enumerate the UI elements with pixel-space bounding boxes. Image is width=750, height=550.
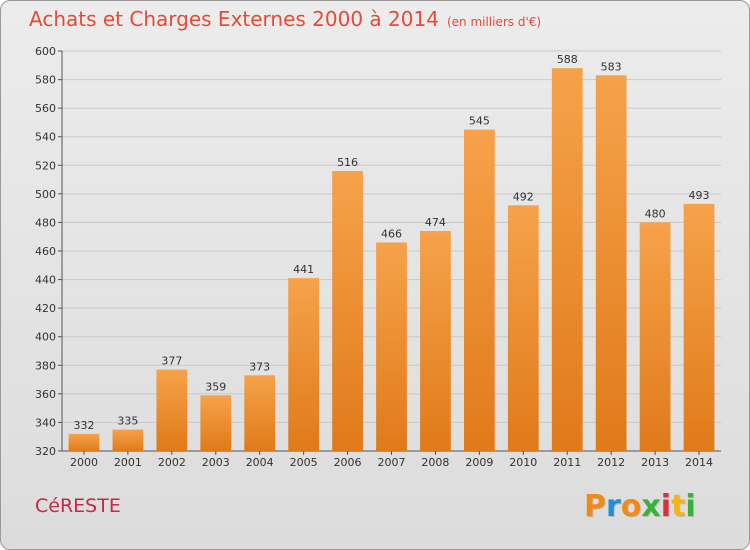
data-label: 332 (73, 419, 94, 432)
y-tick-label: 320 (35, 445, 56, 458)
data-labels: 332 335 377 359 373 441 516 466 474 545 492 588 583 4… (73, 53, 709, 432)
chart-title: Achats et Charges Externes 2000 à 2014 (e… (29, 7, 541, 31)
bar (244, 375, 276, 451)
data-label: 377 (161, 355, 182, 368)
data-label: 516 (337, 156, 358, 169)
city-name: CéRESTE (35, 495, 121, 517)
y-tick-label: 480 (35, 216, 56, 229)
y-tick-label: 440 (35, 274, 56, 287)
bar (156, 369, 188, 451)
data-label: 480 (645, 207, 666, 220)
x-tick-label: 2010 (509, 456, 537, 469)
data-label: 492 (513, 190, 534, 203)
data-label: 373 (249, 360, 270, 373)
x-tick-label: 2004 (246, 456, 274, 469)
bar (288, 278, 320, 451)
logo-letter: P (584, 489, 606, 524)
bar (420, 231, 451, 451)
data-label: 493 (689, 189, 710, 202)
bar (639, 222, 671, 451)
data-label: 588 (557, 53, 578, 66)
y-tick-label: 340 (35, 416, 56, 429)
data-label: 335 (117, 415, 138, 428)
logo-letter: o (620, 489, 642, 524)
bar (200, 395, 232, 451)
y-tick-label: 560 (35, 102, 56, 115)
data-label: 545 (469, 115, 490, 128)
data-label: 583 (601, 60, 622, 73)
bar (683, 203, 715, 451)
data-label: 466 (381, 227, 402, 240)
x-tick-label: 2005 (290, 456, 318, 469)
x-tick-label: 2007 (378, 456, 406, 469)
bar (507, 205, 539, 451)
x-tick-label: 2006 (334, 456, 362, 469)
proxiti-logo: Proxiti (584, 489, 696, 524)
bar (68, 433, 100, 451)
x-tick-labels: 2000 2001 2002 2003 2004 2005 2006 2007 2008 2009… (70, 456, 713, 469)
bar (376, 242, 407, 451)
logo-letter: i (685, 489, 696, 524)
x-tick-label: 2011 (553, 456, 581, 469)
y-tick-label: 600 (35, 45, 56, 58)
data-label: 359 (205, 380, 226, 393)
bar (463, 129, 495, 452)
bar (112, 429, 144, 451)
x-tick-label: 2009 (465, 456, 493, 469)
y-tick-label: 540 (35, 131, 56, 144)
y-tick-label: 420 (35, 302, 56, 315)
x-tick-label: 2014 (685, 456, 713, 469)
y-tick-labels: 320 340 360 380 400 420 440 460 480 500 520 540 560 5… (35, 45, 56, 458)
logo-letter: r (606, 489, 621, 524)
bar (332, 171, 363, 451)
x-tick-label: 2013 (641, 456, 669, 469)
bars (68, 68, 715, 452)
y-tick-label: 500 (35, 188, 56, 201)
logo-letter: x (641, 489, 661, 524)
y-tick-label: 520 (35, 159, 56, 172)
chart-title-text: Achats et Charges Externes 2000 à 2014 (29, 7, 439, 31)
bar (595, 75, 627, 452)
data-label: 441 (293, 263, 314, 276)
x-tick-label: 2001 (114, 456, 142, 469)
y-tick-label: 380 (35, 359, 56, 372)
x-tick-label: 2012 (597, 456, 625, 469)
x-tick-label: 2008 (421, 456, 449, 469)
x-tick-label: 2002 (158, 456, 186, 469)
x-tick-label: 2000 (70, 456, 98, 469)
y-tick-label: 400 (35, 331, 56, 344)
chart-unit: (en milliers d'€) (446, 15, 542, 29)
logo-letter: t (671, 489, 686, 524)
logo-letter: i (660, 489, 672, 524)
data-label: 474 (425, 216, 446, 229)
x-tick-label: 2003 (202, 456, 230, 469)
y-tick-label: 360 (35, 388, 56, 401)
y-tick-label: 460 (35, 245, 56, 258)
bar (551, 68, 583, 452)
y-tick-label: 580 (35, 74, 56, 87)
